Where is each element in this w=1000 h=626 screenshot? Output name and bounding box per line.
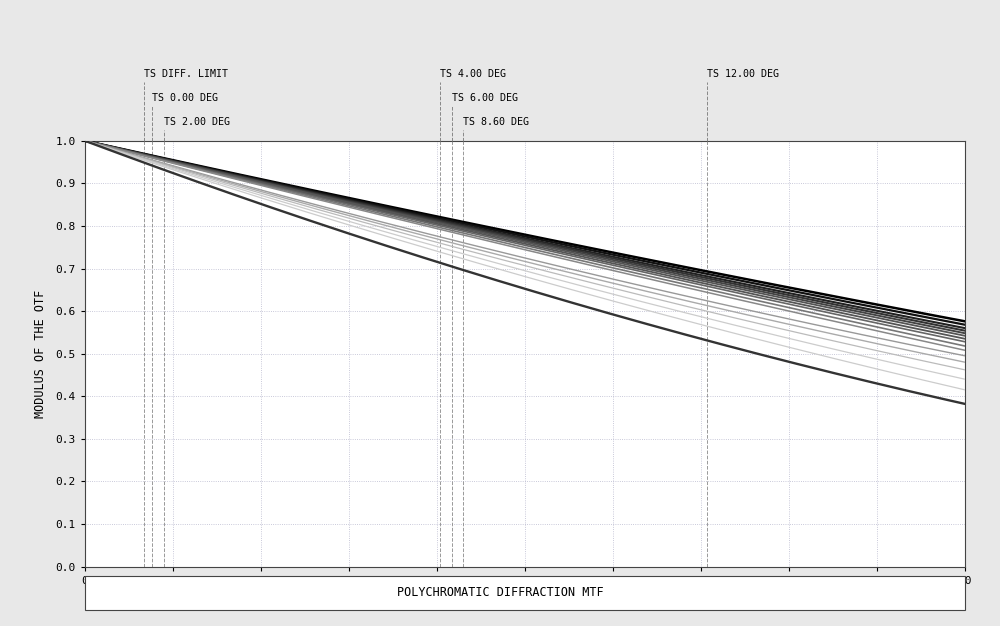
Text: TS 0.00 DEG: TS 0.00 DEG [152, 93, 218, 103]
Text: TS 12.00 DEG: TS 12.00 DEG [707, 69, 779, 79]
X-axis label: SPATIAL FREQUENCY IN CYCLES PER MM: SPATIAL FREQUENCY IN CYCLES PER MM [404, 594, 646, 607]
Text: TS 4.00 DEG: TS 4.00 DEG [440, 69, 506, 79]
Text: POLYCHROMATIC DIFFRACTION MTF: POLYCHROMATIC DIFFRACTION MTF [397, 587, 603, 600]
Text: TS 6.00 DEG: TS 6.00 DEG [452, 93, 518, 103]
Y-axis label: MODULUS OF THE OTF: MODULUS OF THE OTF [34, 290, 47, 418]
Text: POLYCHROMATIC DIFFRACTION MTF: POLYCHROMATIC DIFFRACTION MTF [397, 587, 603, 599]
Text: TS DIFF. LIMIT: TS DIFF. LIMIT [144, 69, 228, 79]
Text: TS 8.60 DEG: TS 8.60 DEG [463, 116, 529, 126]
Text: TS 2.00 DEG: TS 2.00 DEG [164, 116, 230, 126]
